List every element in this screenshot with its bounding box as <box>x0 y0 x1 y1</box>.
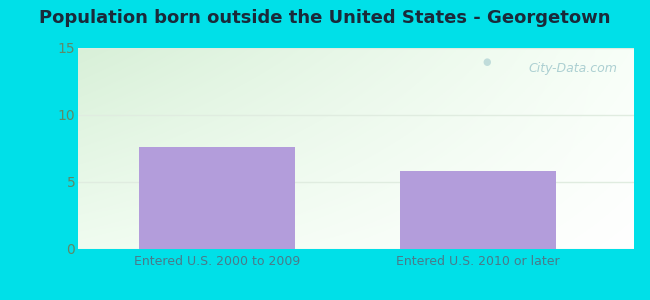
Text: Population born outside the United States - Georgetown: Population born outside the United State… <box>39 9 611 27</box>
Text: ●: ● <box>482 57 491 67</box>
Bar <box>400 171 556 249</box>
Bar <box>139 147 294 249</box>
Text: City-Data.com: City-Data.com <box>528 62 617 75</box>
